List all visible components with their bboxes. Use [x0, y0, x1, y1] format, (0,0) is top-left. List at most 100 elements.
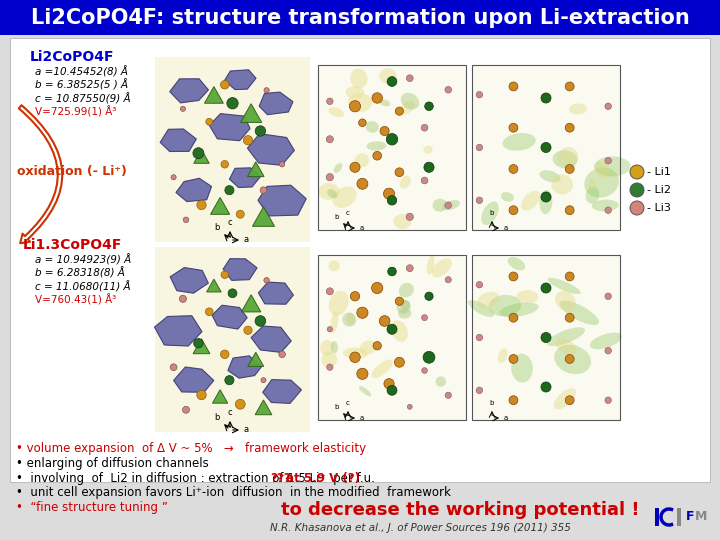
Text: b = 6.28318(8) Å: b = 6.28318(8) Å: [35, 267, 125, 279]
Polygon shape: [225, 70, 256, 90]
Ellipse shape: [501, 192, 514, 202]
Circle shape: [236, 210, 244, 218]
Circle shape: [395, 357, 405, 367]
Ellipse shape: [481, 201, 499, 225]
Text: to decrease the working potential !: to decrease the working potential !: [281, 501, 639, 519]
Circle shape: [408, 404, 413, 409]
Circle shape: [184, 217, 189, 222]
Ellipse shape: [331, 341, 338, 353]
Circle shape: [565, 165, 574, 173]
Circle shape: [541, 93, 551, 103]
Text: M: M: [695, 510, 707, 523]
Ellipse shape: [547, 278, 580, 294]
Circle shape: [541, 192, 551, 202]
Circle shape: [605, 347, 611, 354]
FancyBboxPatch shape: [677, 508, 681, 526]
Circle shape: [565, 82, 574, 91]
Ellipse shape: [329, 291, 349, 315]
Ellipse shape: [399, 102, 415, 114]
Polygon shape: [212, 305, 247, 329]
Polygon shape: [241, 295, 261, 312]
Circle shape: [630, 165, 644, 179]
Ellipse shape: [569, 104, 587, 114]
Ellipse shape: [427, 255, 434, 274]
Ellipse shape: [328, 260, 340, 271]
Ellipse shape: [328, 107, 344, 117]
Text: a = 10.94923(9) Å: a = 10.94923(9) Å: [35, 254, 131, 265]
Ellipse shape: [511, 354, 533, 382]
Circle shape: [406, 213, 413, 220]
Ellipse shape: [321, 351, 337, 368]
Circle shape: [171, 175, 176, 180]
Ellipse shape: [379, 99, 390, 106]
Ellipse shape: [399, 283, 414, 298]
Circle shape: [372, 93, 382, 103]
Circle shape: [425, 102, 433, 111]
Ellipse shape: [391, 320, 408, 342]
Circle shape: [445, 276, 451, 283]
Ellipse shape: [498, 348, 508, 363]
Ellipse shape: [330, 310, 338, 334]
Text: b: b: [215, 223, 220, 232]
Polygon shape: [204, 86, 223, 103]
Circle shape: [197, 200, 206, 210]
Circle shape: [279, 161, 284, 167]
Polygon shape: [155, 316, 202, 346]
Text: N.R. Khasanova et al., J. of Power Sources 196 (2011) 355: N.R. Khasanova et al., J. of Power Sourc…: [269, 523, 570, 533]
Circle shape: [630, 183, 644, 197]
Circle shape: [179, 295, 186, 302]
Text: a: a: [244, 426, 249, 435]
Circle shape: [193, 148, 204, 159]
Polygon shape: [258, 185, 306, 216]
Ellipse shape: [346, 86, 364, 99]
Text: c = 10.87550(9) Å: c = 10.87550(9) Å: [35, 93, 130, 104]
Text: - Li1: - Li1: [647, 167, 671, 177]
Circle shape: [255, 126, 266, 136]
Ellipse shape: [366, 121, 379, 133]
Ellipse shape: [557, 147, 578, 168]
Circle shape: [386, 133, 397, 145]
Circle shape: [379, 316, 390, 326]
Text: b: b: [490, 400, 494, 406]
Circle shape: [225, 376, 234, 385]
Polygon shape: [240, 104, 261, 123]
Circle shape: [357, 368, 368, 380]
Text: •  involving  of  Li2 in diffusion : extraction of 1.5 Li⁺  per f.u.: • involving of Li2 in diffusion : extrac…: [16, 472, 382, 485]
Circle shape: [565, 206, 574, 214]
Circle shape: [384, 188, 395, 199]
Text: c = 11.0680(11) Å: c = 11.0680(11) Å: [35, 281, 130, 292]
Circle shape: [227, 98, 238, 109]
Circle shape: [509, 313, 518, 322]
Circle shape: [243, 136, 253, 145]
Circle shape: [509, 123, 518, 132]
Text: a: a: [504, 415, 508, 421]
Ellipse shape: [559, 301, 599, 325]
Circle shape: [476, 144, 482, 151]
Circle shape: [509, 396, 518, 404]
Polygon shape: [193, 339, 210, 354]
Circle shape: [423, 352, 435, 363]
Circle shape: [373, 151, 382, 160]
Text: Li2CoPO4F: Li2CoPO4F: [30, 50, 114, 64]
Ellipse shape: [320, 340, 333, 356]
Circle shape: [183, 406, 189, 413]
Ellipse shape: [397, 300, 410, 314]
Text: b = 6.38525(5 ) Å: b = 6.38525(5 ) Å: [35, 79, 128, 91]
Circle shape: [445, 202, 451, 208]
Ellipse shape: [327, 189, 337, 198]
Ellipse shape: [468, 300, 494, 317]
Polygon shape: [248, 352, 264, 367]
Circle shape: [327, 98, 333, 105]
Circle shape: [541, 333, 551, 342]
Circle shape: [180, 106, 186, 111]
FancyBboxPatch shape: [318, 65, 466, 230]
Circle shape: [387, 324, 397, 334]
Ellipse shape: [489, 295, 521, 316]
Text: • volume expansion  of Δ V ~ 5%   →   framework elasticity: • volume expansion of Δ V ~ 5% → framewo…: [16, 442, 366, 455]
Circle shape: [197, 390, 206, 400]
Circle shape: [264, 278, 269, 283]
Circle shape: [326, 173, 333, 181]
Circle shape: [406, 75, 413, 82]
Ellipse shape: [521, 191, 541, 211]
Circle shape: [424, 162, 434, 172]
